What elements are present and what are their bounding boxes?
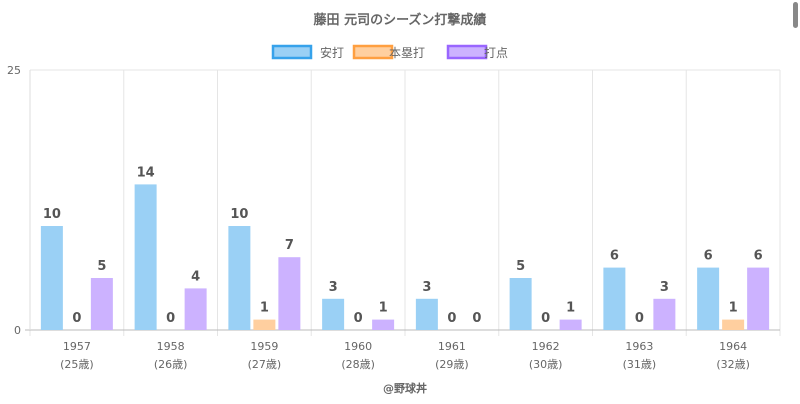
data-label: 0 (472, 311, 481, 326)
legend-label: 本塁打 (389, 46, 425, 60)
bar-打点 (653, 298, 676, 330)
data-label: 10 (230, 207, 248, 222)
data-label: 14 (137, 165, 155, 180)
x-tick-label: 1961 (438, 340, 466, 353)
x-tick-label: 1957 (63, 340, 91, 353)
data-label: 0 (541, 311, 550, 326)
legend-swatch-本塁打 (352, 44, 394, 60)
data-label: 3 (660, 280, 669, 295)
data-label: 5 (97, 259, 106, 274)
x-tick-label: 1960 (344, 340, 372, 353)
legend-label: 安打 (320, 45, 344, 60)
x-tick-sublabel: (29歳) (435, 358, 469, 371)
legend-swatch-安打 (271, 44, 313, 60)
bar-打点 (372, 319, 395, 330)
bars (40, 184, 770, 330)
data-label: 0 (354, 311, 363, 326)
bar-安打 (228, 226, 251, 330)
x-tick-label: 1963 (625, 340, 653, 353)
x-tick-sublabel: (31歳) (623, 358, 657, 371)
data-label: 5 (516, 259, 525, 274)
y-tick-label: 25 (7, 64, 21, 77)
data-label: 1 (566, 301, 575, 316)
bar-安打 (322, 298, 345, 330)
credit-label: @野球丼 (383, 381, 427, 395)
data-label: 0 (72, 311, 81, 326)
y-tick-label: 0 (14, 324, 21, 337)
x-tick-sublabel: (25歳) (60, 358, 94, 371)
x-tick-label: 1962 (532, 340, 560, 353)
x-tick-sublabel: (32歳) (716, 358, 750, 371)
data-label: 10 (43, 207, 61, 222)
data-label: 1 (729, 301, 738, 316)
bar-安打 (40, 226, 63, 330)
data-label: 1 (379, 301, 388, 316)
data-label: 7 (285, 238, 294, 253)
data-label: 4 (191, 269, 200, 284)
legend-label: 打点 (484, 46, 508, 60)
bar-打点 (184, 288, 207, 330)
data-label: 0 (635, 311, 644, 326)
x-tick-label: 1958 (157, 340, 185, 353)
bar-本塁打 (253, 319, 276, 330)
x-tick-label: 1964 (719, 340, 747, 353)
data-label: 1 (260, 301, 269, 316)
chart-title: 藤田 元司のシーズン打撃成績 (314, 12, 487, 28)
data-label: 6 (704, 249, 713, 264)
bar-打点 (90, 278, 113, 330)
data-label: 3 (329, 280, 338, 295)
x-tick-sublabel: (27歳) (248, 358, 282, 371)
data-label: 6 (610, 249, 619, 264)
x-tick-label: 1959 (250, 340, 278, 353)
data-label: 0 (166, 311, 175, 326)
x-tick-sublabel: (30歳) (529, 358, 563, 371)
data-label: 3 (422, 280, 431, 295)
data-label: 6 (754, 249, 763, 264)
labels: 02510051957(25歳)14041958(26歳)10171959(27… (7, 64, 763, 371)
bar-安打 (415, 298, 438, 330)
scrollbar[interactable] (793, 2, 798, 28)
bar-本塁打 (722, 319, 745, 330)
bar-安打 (509, 278, 532, 330)
x-tick-sublabel: (28歳) (341, 358, 375, 371)
legend: 安打 本塁打 打点 (271, 44, 508, 60)
bar-打点 (747, 267, 770, 330)
x-tick-sublabel: (26歳) (154, 358, 188, 371)
data-label: 0 (447, 311, 456, 326)
bar-打点 (278, 257, 301, 330)
legend-swatch-打点 (446, 44, 488, 60)
bar-安打 (697, 267, 720, 330)
bar-安打 (603, 267, 626, 330)
bar-打点 (559, 319, 582, 330)
bar-安打 (134, 184, 157, 330)
